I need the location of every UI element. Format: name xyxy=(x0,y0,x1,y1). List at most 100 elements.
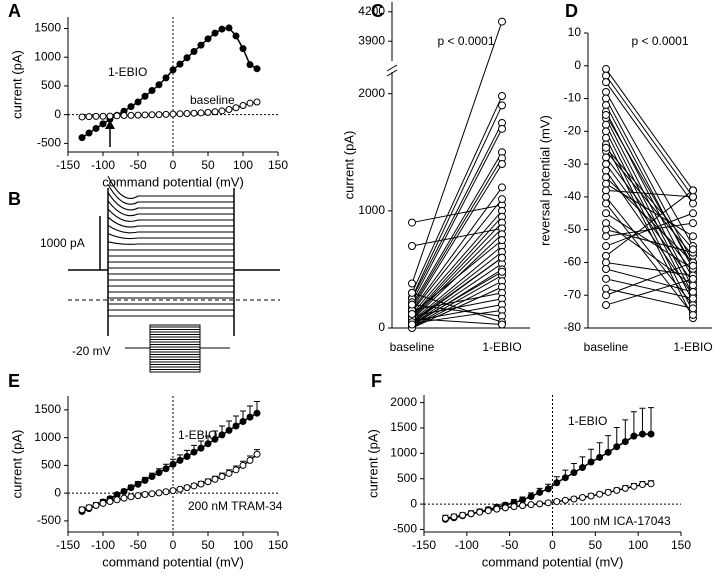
data-point xyxy=(176,456,184,464)
data-point xyxy=(602,71,610,80)
data-point xyxy=(498,267,506,276)
data-point xyxy=(120,487,128,495)
data-point xyxy=(527,492,535,500)
pair-line xyxy=(605,189,694,257)
data-point xyxy=(239,418,247,426)
data-point xyxy=(78,113,86,121)
y-tick-label: 0 xyxy=(54,107,61,121)
pair-line xyxy=(411,271,503,325)
data-point xyxy=(602,173,610,182)
panel-letter: D xyxy=(565,1,578,21)
data-point xyxy=(553,498,561,506)
data-point xyxy=(183,54,191,62)
data-point xyxy=(176,485,184,493)
data-point xyxy=(536,500,544,508)
data-point xyxy=(476,508,484,516)
data-point xyxy=(85,113,93,121)
pair-line xyxy=(411,198,503,312)
data-point xyxy=(218,431,226,439)
data-point xyxy=(602,251,610,260)
pair-line xyxy=(605,114,694,266)
pair-line xyxy=(411,210,503,315)
data-point xyxy=(689,261,697,270)
data-point xyxy=(602,199,610,208)
data-point xyxy=(113,496,121,504)
data-point xyxy=(602,219,610,228)
x-tick-label: -50 xyxy=(129,158,147,172)
data-point xyxy=(225,426,233,434)
data-point xyxy=(498,101,506,110)
y-tick-label: -60 xyxy=(564,255,582,269)
x-tick-label: -150 xyxy=(412,538,436,552)
panel-letter: C xyxy=(371,1,384,21)
trace xyxy=(107,175,234,200)
data-point xyxy=(92,112,100,120)
data-point xyxy=(587,492,595,500)
data-point xyxy=(484,507,492,515)
data-point xyxy=(689,199,697,208)
annotation: p < 0.0001 xyxy=(631,34,688,48)
pair-line xyxy=(605,137,694,312)
trace xyxy=(107,224,234,234)
data-point xyxy=(647,430,655,438)
data-point xyxy=(190,47,198,55)
data-point xyxy=(630,432,638,440)
data-point xyxy=(602,242,610,251)
data-point xyxy=(162,488,170,496)
x-tick-label: 1-EBIO xyxy=(673,340,712,354)
data-point xyxy=(253,65,261,73)
x-tick-label: -100 xyxy=(91,158,115,172)
y-tick-label: -50 xyxy=(564,222,582,236)
x-tick-label: 50 xyxy=(201,158,215,172)
data-point xyxy=(218,472,226,480)
data-point xyxy=(527,501,535,509)
data-point xyxy=(408,279,416,288)
data-point xyxy=(638,481,646,489)
data-point xyxy=(602,186,610,195)
y-tick-label: 1500 xyxy=(34,402,61,416)
data-point xyxy=(246,99,254,107)
x-tick-label: 0 xyxy=(170,158,177,172)
y-tick-label: 4200 xyxy=(358,4,385,18)
data-point xyxy=(92,124,100,132)
data-point xyxy=(689,310,697,319)
x-tick-label: 0 xyxy=(170,538,177,552)
pair-line xyxy=(411,292,503,323)
data-point xyxy=(602,88,610,96)
data-point xyxy=(602,179,610,188)
pair-line xyxy=(605,189,694,198)
x-tick-label: 100 xyxy=(233,538,253,552)
data-point xyxy=(197,41,205,49)
data-point xyxy=(155,111,163,119)
pair-line xyxy=(605,261,694,277)
y-tick-label: 2000 xyxy=(390,395,417,409)
pair-line xyxy=(411,187,503,311)
y-tick-label: 1000 xyxy=(358,203,385,217)
data-point xyxy=(408,242,416,250)
data-point xyxy=(498,160,506,168)
data-point xyxy=(99,112,107,120)
panel-letter: B xyxy=(8,189,21,209)
data-point xyxy=(498,253,506,262)
pair-line xyxy=(605,91,694,247)
data-point xyxy=(197,109,205,117)
pair-line xyxy=(605,81,694,204)
data-point xyxy=(141,111,149,119)
data-point xyxy=(596,490,604,498)
pair-line xyxy=(605,144,694,319)
y-tick-label: -80 xyxy=(564,320,582,334)
voltage-label: -20 mV xyxy=(72,344,111,358)
y-tick-label: 500 xyxy=(41,458,61,472)
data-point xyxy=(602,232,610,241)
data-point xyxy=(141,92,149,100)
pair-line xyxy=(411,128,503,303)
data-point xyxy=(467,510,475,518)
x-tick-label: -150 xyxy=(56,158,80,172)
y-tick-label: -20 xyxy=(564,124,582,138)
data-point xyxy=(78,134,86,142)
axis-break xyxy=(386,64,398,77)
y-tick-label: 1000 xyxy=(34,430,61,444)
trace xyxy=(107,241,234,245)
pair-line xyxy=(411,105,503,298)
data-point xyxy=(647,480,655,488)
